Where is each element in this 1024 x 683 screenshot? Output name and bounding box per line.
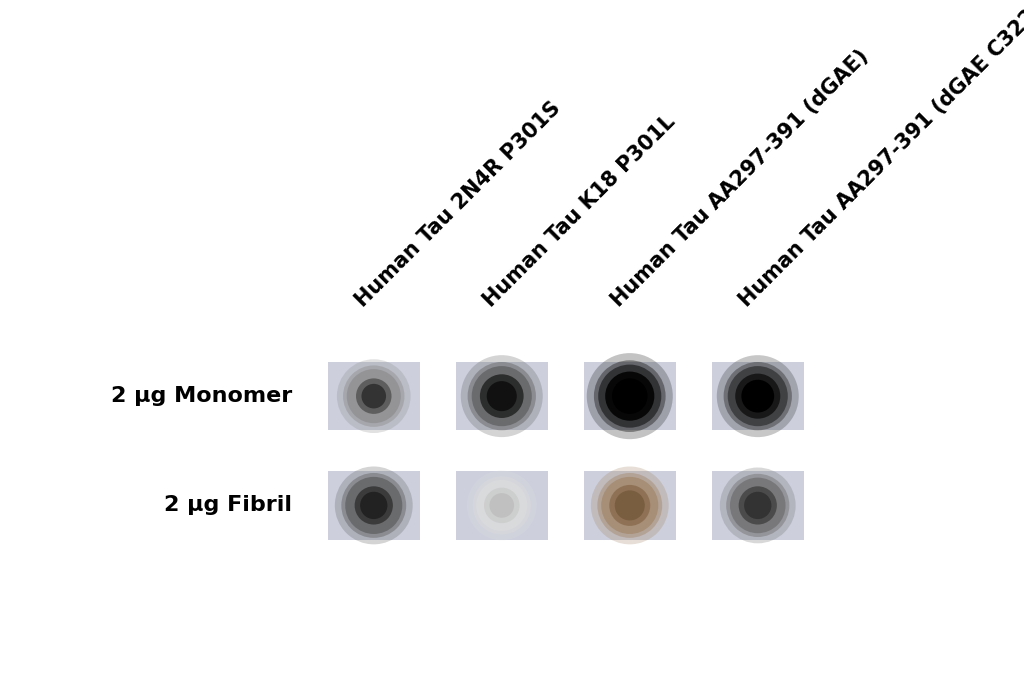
Text: 2 μg Fibril: 2 μg Fibril — [164, 495, 292, 516]
Ellipse shape — [597, 473, 663, 538]
FancyBboxPatch shape — [584, 471, 676, 540]
Ellipse shape — [587, 353, 673, 439]
Ellipse shape — [461, 355, 543, 437]
Ellipse shape — [467, 471, 537, 540]
Ellipse shape — [730, 477, 785, 533]
Ellipse shape — [489, 493, 514, 518]
Ellipse shape — [472, 366, 531, 426]
Text: Human Tau AA297-391 (dGAE C322A): Human Tau AA297-391 (dGAE C322A) — [735, 0, 1024, 311]
Ellipse shape — [468, 362, 536, 430]
Ellipse shape — [605, 372, 654, 421]
Ellipse shape — [735, 374, 780, 419]
FancyBboxPatch shape — [456, 471, 548, 540]
Ellipse shape — [744, 492, 771, 519]
Ellipse shape — [335, 466, 413, 544]
FancyBboxPatch shape — [712, 362, 804, 430]
Ellipse shape — [354, 486, 393, 525]
Ellipse shape — [337, 359, 411, 433]
Ellipse shape — [480, 374, 523, 418]
Ellipse shape — [343, 365, 404, 427]
FancyBboxPatch shape — [712, 471, 804, 540]
Text: Human Tau AA297-391 (dGAE): Human Tau AA297-391 (dGAE) — [607, 46, 872, 311]
Ellipse shape — [724, 362, 792, 430]
Ellipse shape — [591, 466, 669, 544]
FancyBboxPatch shape — [456, 362, 548, 430]
Ellipse shape — [612, 378, 647, 414]
Ellipse shape — [738, 486, 777, 525]
Ellipse shape — [720, 467, 796, 544]
FancyBboxPatch shape — [328, 471, 420, 540]
Ellipse shape — [598, 365, 662, 428]
Ellipse shape — [717, 355, 799, 437]
Ellipse shape — [728, 366, 787, 426]
Ellipse shape — [341, 473, 407, 538]
FancyBboxPatch shape — [328, 362, 420, 430]
Ellipse shape — [486, 381, 517, 411]
Ellipse shape — [361, 384, 386, 408]
Ellipse shape — [484, 488, 519, 523]
Ellipse shape — [356, 378, 391, 414]
Text: Human Tau K18 P301L: Human Tau K18 P301L — [479, 111, 679, 311]
Ellipse shape — [614, 490, 645, 520]
Ellipse shape — [473, 477, 530, 534]
Ellipse shape — [345, 477, 402, 534]
Ellipse shape — [594, 361, 666, 432]
Text: 2 μg Monomer: 2 μg Monomer — [111, 386, 292, 406]
Ellipse shape — [609, 485, 650, 526]
Ellipse shape — [360, 492, 387, 519]
Ellipse shape — [347, 369, 400, 423]
Ellipse shape — [726, 474, 790, 537]
Ellipse shape — [741, 380, 774, 413]
Ellipse shape — [476, 480, 527, 531]
FancyBboxPatch shape — [584, 362, 676, 430]
Text: Human Tau 2N4R P301S: Human Tau 2N4R P301S — [351, 98, 564, 311]
Ellipse shape — [601, 477, 658, 534]
